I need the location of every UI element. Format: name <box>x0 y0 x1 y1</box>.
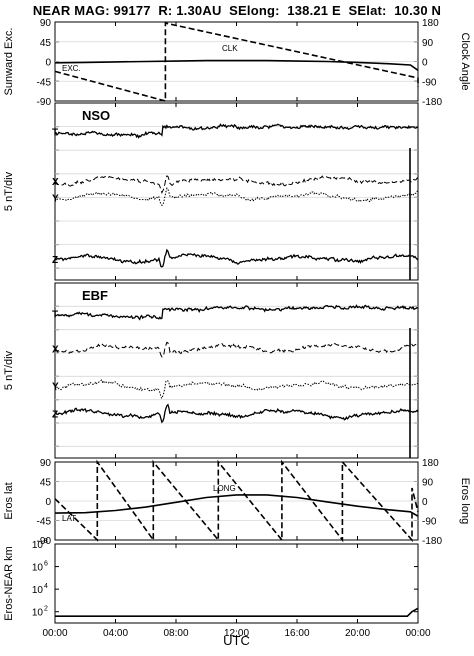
y-axis-label: 5 nT/div <box>3 350 15 390</box>
y-tick-label-left: 45 <box>40 38 52 49</box>
series-clk <box>54 22 419 103</box>
plot-title: NEAR MAG: 99177 R: 1.30AU SElong: 138.21… <box>32 3 442 18</box>
y-tick-label-left: 90 <box>40 458 52 469</box>
x-tick-label: 04:00 <box>103 628 128 639</box>
panel-label-ebf: EBF <box>82 288 108 303</box>
y-axis-label: 5 nT/div <box>3 171 15 211</box>
y-tick-label-left: -90 <box>37 97 52 108</box>
y-tick-label-left: 0 <box>45 58 51 69</box>
y-tick-exponent: 4 <box>44 583 48 590</box>
series-ebf-y <box>54 379 419 400</box>
y-tick-exponent: 6 <box>44 561 48 568</box>
series-nso-y <box>54 187 419 206</box>
x-tick-label: 16:00 <box>284 628 309 639</box>
series-lat <box>54 494 419 517</box>
series-label-t: T <box>52 127 58 138</box>
y-tick-label-right: -180 <box>422 536 442 547</box>
series-label-lat: LAT <box>62 514 76 523</box>
series-label-x: X <box>52 344 59 355</box>
series-exc <box>54 59 419 71</box>
y-tick-label-left: 45 <box>40 478 52 489</box>
series-label-x: X <box>52 177 59 188</box>
panel-label-nso: NSO <box>82 108 110 123</box>
series-label-clk: CLK <box>222 44 238 53</box>
series-label-t: T <box>52 309 58 320</box>
y-tick-label-right: 90 <box>422 38 434 49</box>
y-axis-label-left: Eros lat <box>3 482 15 519</box>
series-nso-t <box>54 123 418 139</box>
panel-frame-NSO <box>54 102 419 281</box>
y-tick-exponent: 2 <box>44 606 48 613</box>
series-label-z: Z <box>52 255 58 266</box>
y-tick-label-left: 90 <box>40 18 52 29</box>
panel-frame-distance <box>54 543 419 624</box>
x-axis-label: UTC <box>223 633 250 648</box>
x-tick-label: 08:00 <box>163 628 188 639</box>
y-axis-label-right: Eros long <box>459 478 471 524</box>
y-tick-label-right: 180 <box>422 458 439 469</box>
y-tick-label-right: 0 <box>422 497 428 508</box>
y-tick-label: 10 <box>32 540 44 551</box>
panel-frame-EBF <box>54 282 419 459</box>
y-axis-label-right: Clock Angle <box>459 32 471 90</box>
data-series <box>54 22 419 618</box>
y-tick-exponent: 8 <box>44 538 48 545</box>
series-label-long: LONG <box>213 484 236 493</box>
series-ebf-t <box>54 304 419 321</box>
series-label-y: Y <box>52 193 59 204</box>
grid-lines <box>55 41 418 521</box>
y-axis-label-left: Sunward Exc. <box>3 28 15 96</box>
series-long <box>54 459 419 543</box>
y-tick-label-right: 90 <box>422 478 434 489</box>
series-nso-x <box>54 175 419 194</box>
axis-text: 00:00 04:00 08:00 12:00 16:00 20:00 00:00 UTC 90… <box>3 18 471 648</box>
y-tick-label-left: -45 <box>37 77 52 88</box>
x-tick-label: 00:00 <box>405 628 430 639</box>
y-axis-label: Eros-NEAR km <box>3 546 15 621</box>
series-ebf-z <box>54 403 419 424</box>
y-tick-label-right: -90 <box>422 77 437 88</box>
y-tick-label-right: 0 <box>422 58 428 69</box>
series-label-y: Y <box>52 382 59 393</box>
x-tick-label: 20:00 <box>345 628 370 639</box>
x-tick-label: 12:00 <box>224 628 249 639</box>
series-label-exc: EXC. <box>62 64 81 73</box>
y-tick-label: 10 <box>32 608 44 619</box>
y-tick-label: 10 <box>32 585 44 596</box>
series-nso-z <box>54 248 419 268</box>
y-tick-label-right: 180 <box>422 18 439 29</box>
series-distance <box>55 607 419 618</box>
series-ebf-x <box>54 341 419 358</box>
y-tick-label-left: -90 <box>37 536 52 547</box>
series-label-z: Z <box>52 410 58 421</box>
y-tick-label-left: 0 <box>45 497 51 508</box>
y-tick-label-right: -180 <box>422 97 442 108</box>
y-tick-label-right: -90 <box>422 517 437 528</box>
y-tick-label-left: -45 <box>37 517 52 528</box>
x-tick-label: 00:00 <box>42 628 67 639</box>
y-tick-label: 10 <box>32 563 44 574</box>
